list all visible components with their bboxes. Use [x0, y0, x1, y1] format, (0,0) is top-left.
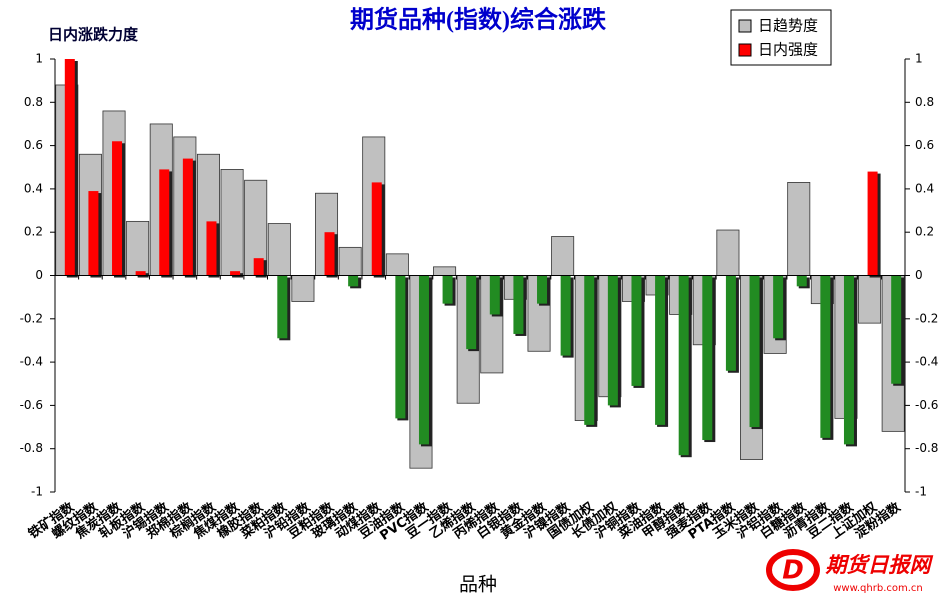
strength-bar — [348, 275, 359, 287]
y2-tick-label: 0.6 — [915, 138, 934, 152]
watermark: D 期货日报网 www.qhrb.com.cn — [766, 549, 934, 594]
y-tick-label: 0.2 — [24, 225, 43, 239]
y2-tick-label: -0.8 — [915, 441, 938, 455]
strength-bar — [584, 275, 595, 425]
y2-tick-label: 1 — [915, 52, 923, 66]
strength-bar — [135, 271, 146, 276]
y2-tick-label: 0.8 — [915, 95, 934, 109]
trend-bar — [551, 236, 575, 276]
strength-bar — [324, 232, 335, 276]
strength-bar — [843, 275, 854, 445]
chart-title: 期货品种(指数)综合涨跌 — [350, 6, 607, 34]
strength-bar — [725, 275, 736, 371]
y2-tick-label: -0.6 — [915, 398, 938, 412]
trend-bar — [385, 253, 409, 276]
strength-bar — [678, 275, 689, 456]
strength-bar — [88, 191, 99, 276]
trend-bar — [433, 266, 457, 276]
watermark-url: www.qhrb.com.cn — [833, 583, 923, 594]
strength-bar — [891, 275, 902, 384]
trend-bar — [716, 229, 740, 276]
legend-label: 日趋势度 — [758, 17, 818, 35]
y-tick-label: -0.8 — [20, 441, 43, 455]
y2-tick-label: -0.2 — [915, 311, 938, 325]
strength-bar — [371, 182, 382, 276]
strength-bar — [820, 275, 831, 438]
strength-bar — [112, 141, 123, 276]
strength-bar — [631, 275, 642, 386]
trend-bar — [291, 275, 315, 302]
strength-bar — [537, 275, 548, 304]
y-tick-label: 0 — [35, 268, 43, 282]
strength-bar — [607, 275, 618, 406]
x-axis-label: 品种 — [459, 574, 497, 596]
y2-tick-label: 0.2 — [915, 225, 934, 239]
strength-bar — [206, 221, 217, 276]
y-tick-label: 0.4 — [24, 181, 43, 195]
strength-bar — [395, 275, 406, 419]
y-tick-label: 1 — [35, 52, 43, 66]
trend-bar — [220, 169, 244, 276]
y-axis-label: 日内涨跌力度 — [48, 26, 139, 44]
legend-swatch — [738, 19, 752, 33]
y2-tick-label: 0 — [915, 268, 923, 282]
strength-bar — [466, 275, 477, 350]
trend-bar — [338, 246, 362, 276]
y-tick-label: 0.6 — [24, 138, 43, 152]
watermark-name: 期货日报网 — [825, 553, 934, 577]
legend-swatch — [738, 43, 752, 57]
strength-bar — [867, 171, 878, 276]
y2-tick-label: 0.4 — [915, 181, 934, 195]
strength-bar — [773, 275, 784, 339]
strength-bar — [749, 275, 760, 428]
logo-letter: D — [782, 556, 804, 586]
trend-bar — [267, 223, 291, 276]
legend-label: 日内强度 — [758, 41, 818, 59]
trend-bar — [126, 220, 150, 276]
y-tick-label: -1 — [31, 485, 43, 499]
y-tick-label: -0.6 — [20, 398, 43, 412]
strength-bar — [64, 59, 75, 276]
strength-bar — [655, 275, 666, 425]
strength-bar — [489, 275, 500, 315]
strength-bar — [182, 158, 193, 276]
strength-bar — [253, 258, 264, 276]
y-tick-label: -0.2 — [20, 311, 43, 325]
strength-bar — [442, 275, 453, 304]
y2-tick-label: -1 — [915, 485, 927, 499]
strength-bar — [418, 275, 429, 445]
strength-bar — [230, 271, 241, 276]
logo — [766, 549, 820, 591]
strength-bar — [702, 275, 713, 441]
trend-bar — [787, 182, 811, 276]
y2-tick-label: -0.4 — [915, 355, 938, 369]
trend-bar — [858, 275, 882, 324]
strength-bar — [796, 275, 807, 287]
strength-bar — [277, 275, 288, 339]
strength-bar — [159, 169, 170, 276]
y-tick-label: -0.4 — [20, 355, 43, 369]
strength-bar — [513, 275, 524, 334]
strength-bar — [560, 275, 571, 356]
y-tick-label: 0.8 — [24, 95, 43, 109]
